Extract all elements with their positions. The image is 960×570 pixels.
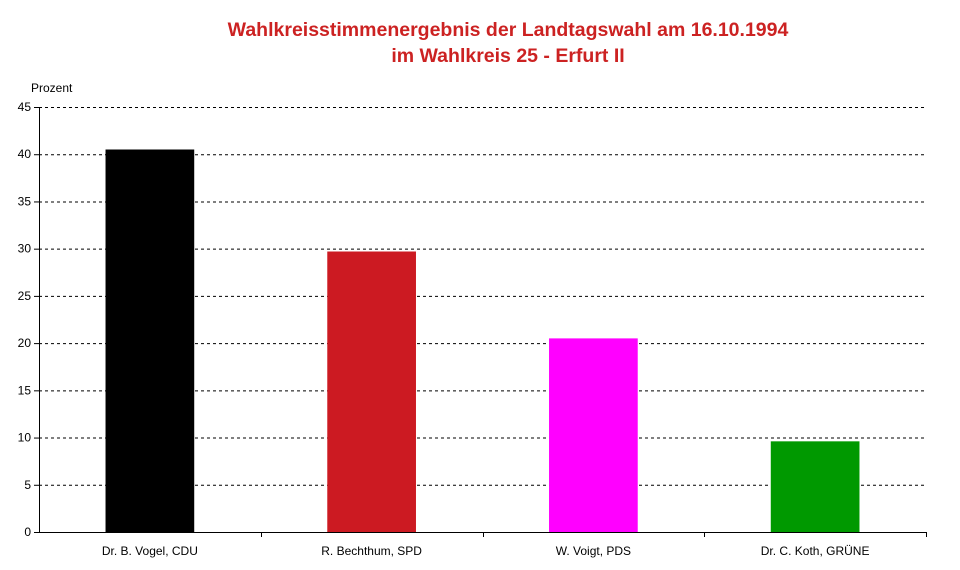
y-tick-label: 25 xyxy=(18,289,32,303)
bar xyxy=(770,441,860,532)
y-tick-label: 40 xyxy=(18,147,32,161)
y-tick-label: 30 xyxy=(18,242,32,256)
y-tick-label: 20 xyxy=(18,336,32,350)
y-tick-label: 5 xyxy=(24,478,31,492)
x-tick-label: R. Bechthum, SPD xyxy=(321,544,422,558)
tick-labels: 0 5 10 15 20 25 30 35 40 45 Dr. B. Vogel, CDU R. Be… xyxy=(18,100,870,558)
x-tick-label: Dr. B. Vogel, CDU xyxy=(102,544,198,558)
chart-title-line-2: im Wahlkreis 25 - Erfurt II xyxy=(391,45,625,67)
bar xyxy=(549,338,638,532)
y-tick-label: 0 xyxy=(24,525,31,539)
y-axis-label: Prozent xyxy=(31,81,73,95)
chart-title-line-1: Wahlkreisstimmenergebnis der Landtagswah… xyxy=(227,19,789,41)
y-tick-label: 35 xyxy=(18,194,32,208)
y-tick-label: 10 xyxy=(18,431,32,445)
y-tick-label: 15 xyxy=(18,383,32,397)
bar xyxy=(105,149,195,532)
x-tick-label: W. Voigt, PDS xyxy=(556,544,631,558)
bars xyxy=(105,149,860,532)
x-tick-label: Dr. C. Koth, GRÜNE xyxy=(761,544,870,558)
axes xyxy=(34,107,927,537)
bar xyxy=(327,251,416,532)
y-tick-label: 45 xyxy=(18,100,32,114)
